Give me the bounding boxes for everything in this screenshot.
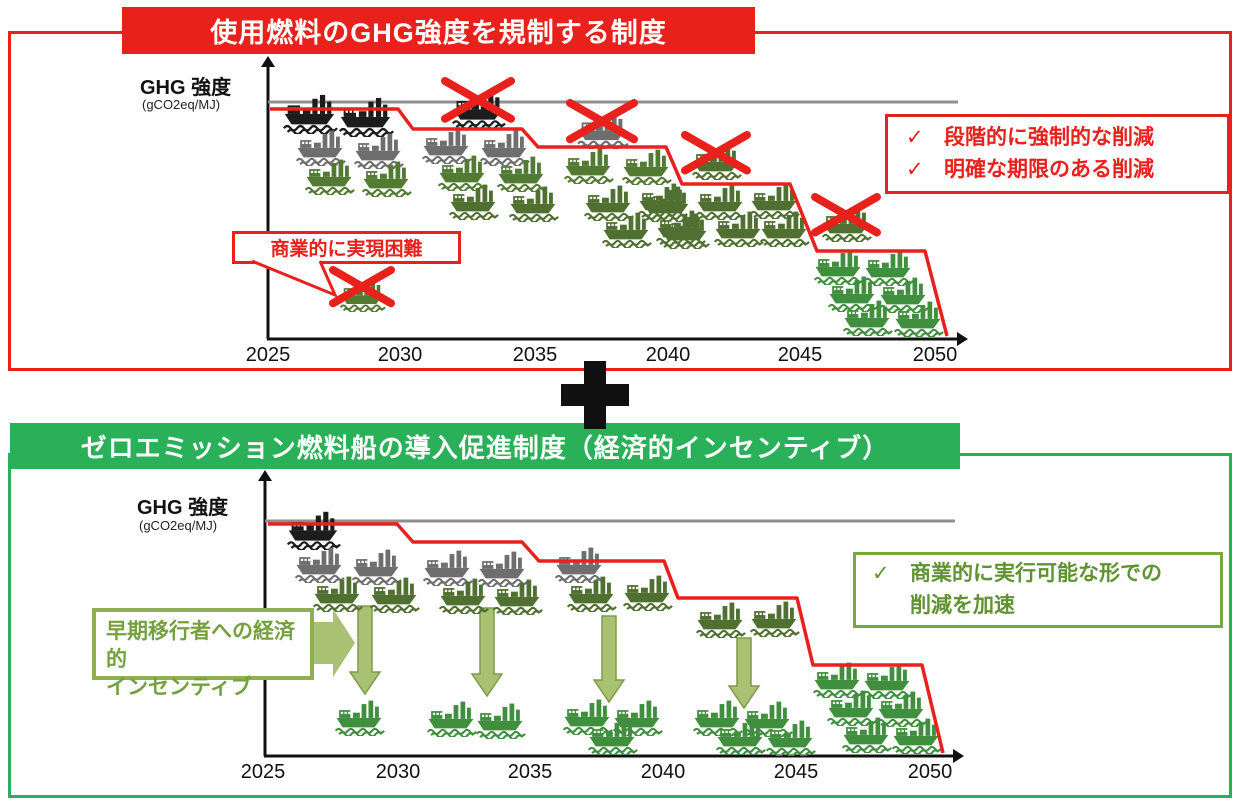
ship-icon	[813, 248, 864, 285]
checklist-item: ✓ 商業的に実行可能な形での	[872, 558, 1220, 590]
check-icon: ✓	[906, 126, 924, 149]
reduction-step-line	[268, 522, 945, 754]
top-banner-title: 使用燃料のGHG強度を規制する制度	[210, 18, 667, 48]
check-icon: ✓	[906, 158, 924, 181]
ship-icon	[692, 699, 743, 736]
bottom-y-axis-unit: (gCO2eq/MJ)	[139, 518, 218, 533]
ship-icon	[312, 575, 363, 612]
x-tick-label: 2045	[777, 344, 823, 366]
ship-icon	[749, 600, 800, 637]
top-y-axis-label: GHG 強度	[140, 77, 232, 99]
bottom-chart	[258, 470, 964, 763]
down-arrow-icon	[592, 615, 626, 704]
ship-icon	[893, 300, 944, 337]
checklist-item-text: 商業的に実行可能な形での	[910, 562, 1162, 585]
bottom-banner: ゼロエミッション燃料船の導入促進制度（経済的インセンティブ）	[10, 423, 960, 469]
ship-icon	[695, 183, 746, 220]
bottom-banner-title: ゼロエミッション燃料船の導入促進制度（経済的インセンティブ）	[80, 432, 890, 463]
reduction-step-line	[270, 107, 949, 337]
ship-icon	[338, 96, 394, 137]
cross-out-icon	[811, 193, 881, 237]
ship-icon	[562, 698, 613, 735]
right-arrow-icon	[301, 609, 355, 677]
infeasible-callout: 商業的に実現困難	[232, 231, 461, 264]
infeasible-callout-text: 商業的に実現困難	[270, 239, 423, 260]
ship-icon	[479, 129, 530, 166]
ship-icon	[294, 546, 345, 583]
bottom-y-axis-label: GHG 強度	[137, 497, 229, 519]
cross-out-icon	[441, 77, 515, 123]
ship-icon	[862, 662, 913, 699]
x-tick-label: 2030	[377, 344, 423, 366]
cross-out-icon	[566, 99, 638, 144]
x-tick-label: 2035	[512, 344, 558, 366]
x-tick-label: 2050	[912, 344, 958, 366]
ship-icon	[583, 184, 634, 221]
ship-icon	[422, 549, 473, 586]
ship-icon	[566, 575, 617, 612]
cross-out-icon	[681, 131, 751, 175]
y-axis-arrow-icon	[258, 470, 272, 481]
checklist-item-text: 削減を加速	[910, 594, 1015, 617]
x-tick-label: 2035	[507, 761, 553, 783]
x-tick-label: 2025	[245, 344, 291, 366]
ship-icon	[863, 249, 914, 286]
check-icon: ✓	[872, 562, 890, 585]
y-axis-arrow-icon	[261, 56, 275, 67]
top-banner: 使用燃料のGHG強度を規制する制度	[122, 7, 755, 54]
down-arrow-icon	[470, 607, 504, 698]
checklist-item: ✓ 明確な期限のある削減	[906, 154, 1227, 186]
x-tick-label: 2040	[645, 344, 691, 366]
down-arrow-icon	[348, 605, 382, 696]
top-chart	[261, 56, 968, 346]
early-mover-incentive-box: 早期移行者への経済的 インセンティブ	[92, 608, 314, 699]
checklist-item-text: 段階的に強制的な削減	[944, 126, 1154, 149]
ship-icon	[475, 702, 526, 739]
x-tick-label: 2040	[640, 761, 686, 783]
ship-icon	[563, 147, 614, 184]
down-arrow-icon	[727, 637, 761, 710]
ship-icon	[612, 699, 663, 736]
ship-icon	[554, 546, 605, 583]
ship-icon	[295, 129, 346, 166]
ship-icon	[334, 699, 385, 736]
ship-icon	[421, 127, 472, 164]
ship-icon	[812, 661, 863, 698]
x-axis-arrow-icon	[953, 749, 964, 763]
ship-icon	[622, 574, 673, 611]
ship-icon	[477, 550, 528, 587]
x-axis-arrow-icon	[957, 332, 968, 346]
incentive-checklist: ✓ 商業的に実行可能な形での 削減を加速	[853, 552, 1223, 628]
checklist-item: ✓ 段階的に強制的な削減	[906, 122, 1227, 154]
callout-pointer	[251, 259, 338, 298]
checklist-item: 削減を加速	[872, 590, 1220, 622]
checklist-item-text: 明確な期限のある削減	[944, 158, 1154, 181]
ship-icon	[351, 548, 402, 585]
x-tick-label: 2025	[240, 761, 286, 783]
incentive-line: インセンティブ	[106, 676, 252, 699]
ship-icon	[426, 700, 477, 737]
ship-icon	[695, 601, 746, 638]
ship-icon	[369, 576, 420, 613]
top-y-axis-unit: (gCO2eq/MJ)	[142, 97, 221, 112]
ship-icon	[286, 510, 341, 550]
x-tick-label: 2045	[773, 761, 819, 783]
ship-icon	[621, 148, 672, 185]
incentive-line: 早期移行者への経済的	[106, 620, 295, 671]
cross-out-icon	[329, 266, 395, 308]
x-tick-label: 2030	[375, 761, 421, 783]
regulation-checklist: ✓ 段階的に強制的な削減 ✓ 明確な期限のある削減	[885, 114, 1230, 194]
x-tick-label: 2050	[907, 761, 953, 783]
